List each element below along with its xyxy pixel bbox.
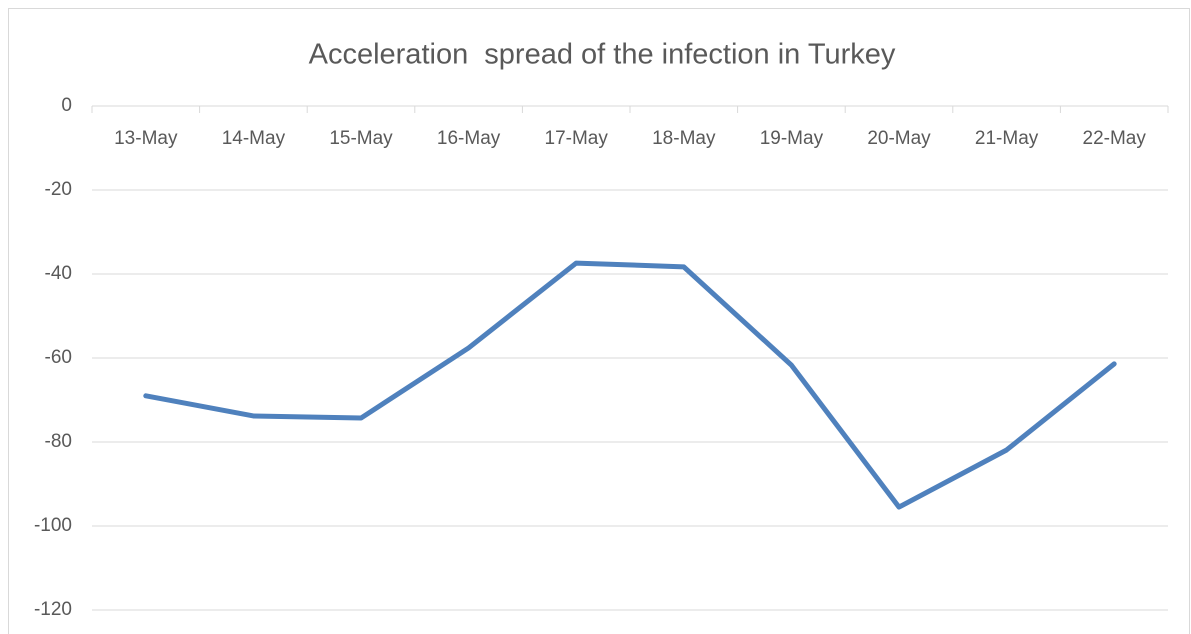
y-tick-label: 0 bbox=[61, 95, 72, 116]
x-tick-label: 14-May bbox=[222, 128, 286, 149]
x-tick-label: 18-May bbox=[652, 128, 716, 149]
y-tick-label: -120 bbox=[34, 599, 72, 620]
chart-border bbox=[8, 8, 1190, 634]
data-line bbox=[143, 260, 1117, 510]
y-tick-label: -20 bbox=[45, 179, 72, 200]
x-tick-label: 17-May bbox=[545, 128, 609, 149]
chart-title: Acceleration spread of the infection in … bbox=[309, 39, 896, 71]
x-tick-label: 16-May bbox=[437, 128, 501, 149]
y-tick-label: -100 bbox=[34, 515, 72, 536]
x-tick-label: 21-May bbox=[975, 128, 1039, 149]
y-tick-label: -40 bbox=[45, 263, 72, 284]
x-tick-label: 19-May bbox=[760, 128, 824, 149]
x-tick-label: 15-May bbox=[329, 128, 393, 149]
x-tick-label: 13-May bbox=[114, 128, 178, 149]
y-tick-label: -60 bbox=[45, 347, 72, 368]
x-tick-label: 22-May bbox=[1083, 128, 1147, 149]
y-tick-label: -80 bbox=[45, 431, 72, 452]
x-tick-label: 20-May bbox=[867, 128, 931, 149]
